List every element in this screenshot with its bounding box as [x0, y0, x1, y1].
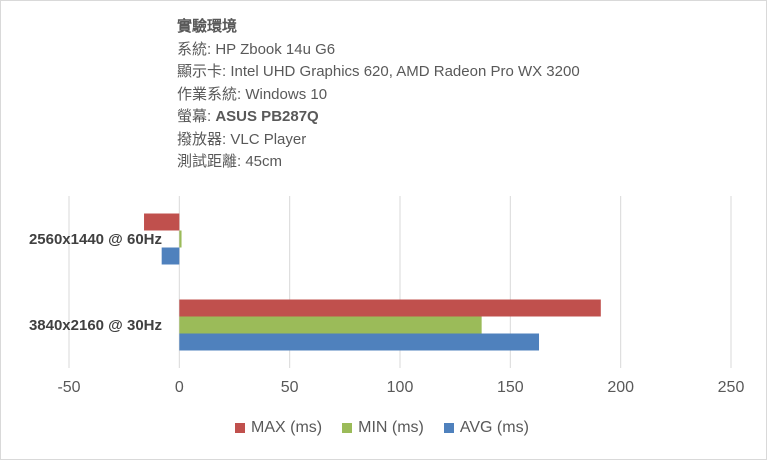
- info-label: 系統:: [177, 40, 216, 58]
- x-tick-label: 0: [175, 379, 184, 396]
- bar-avg: [161, 247, 180, 265]
- info-label: 作業系統:: [177, 85, 246, 103]
- legend-swatch-max: [235, 423, 245, 433]
- environment-info: 實驗環境 系統: HP Zbook 14u G6 顯示卡: Intel UHD …: [177, 16, 580, 174]
- x-tick-label: -50: [57, 379, 80, 396]
- info-line-monitor: 螢幕: ASUS PB287Q: [177, 106, 580, 129]
- x-tick-label: 150: [497, 379, 524, 396]
- info-line-gpu: 顯示卡: Intel UHD Graphics 620, AMD Radeon …: [177, 61, 580, 84]
- info-line-distance: 測試距離: 45cm: [177, 151, 580, 174]
- legend-swatch-min: [342, 423, 353, 433]
- x-tick-label: 200: [607, 379, 634, 396]
- x-tick-label: 100: [387, 379, 414, 396]
- x-tick-label: 50: [281, 379, 299, 396]
- legend-label-avg: AVG (ms): [459, 419, 529, 436]
- bar-max: [179, 299, 601, 317]
- bar-max: [144, 213, 180, 231]
- info-value: 45cm: [245, 153, 283, 170]
- bar-min: [179, 316, 482, 334]
- legend-label-min: MIN (ms): [358, 419, 424, 436]
- info-label: 測試距離:: [177, 153, 246, 170]
- info-line-player: 撥放器: VLC Player: [177, 129, 580, 152]
- legend-item-min: MIN (ms): [342, 419, 424, 437]
- category-label: 3840x2160 @ 30Hz: [29, 317, 162, 334]
- x-tick-label: 250: [718, 379, 745, 396]
- legend-item-max: MAX (ms): [235, 419, 322, 437]
- info-value: VLC Player: [230, 130, 307, 148]
- info-value: ASUS PB287Q: [215, 108, 319, 125]
- bar-min: [179, 230, 182, 248]
- category-label: 2560x1440 @ 60Hz: [29, 231, 162, 248]
- legend-swatch-avg: [443, 423, 454, 433]
- info-line-os: 作業系統: Windows 10: [177, 84, 580, 107]
- bar-avg: [179, 333, 540, 351]
- info-label: 螢幕:: [177, 108, 216, 125]
- legend-item-avg: AVG (ms): [443, 419, 529, 437]
- info-label: 顯示卡:: [177, 63, 231, 80]
- info-line-system: 系統: HP Zbook 14u G6: [177, 39, 580, 62]
- info-value: HP Zbook 14u G6: [215, 40, 336, 58]
- legend: MAX (ms) MIN (ms) AVG (ms): [235, 419, 529, 437]
- info-label: 撥放器:: [177, 130, 231, 148]
- info-value: Windows 10: [245, 85, 328, 103]
- legend-label-max: MAX (ms): [251, 419, 323, 436]
- info-value: Intel UHD Graphics 620, AMD Radeon Pro W…: [230, 63, 580, 80]
- environment-title: 實驗環境: [177, 18, 238, 35]
